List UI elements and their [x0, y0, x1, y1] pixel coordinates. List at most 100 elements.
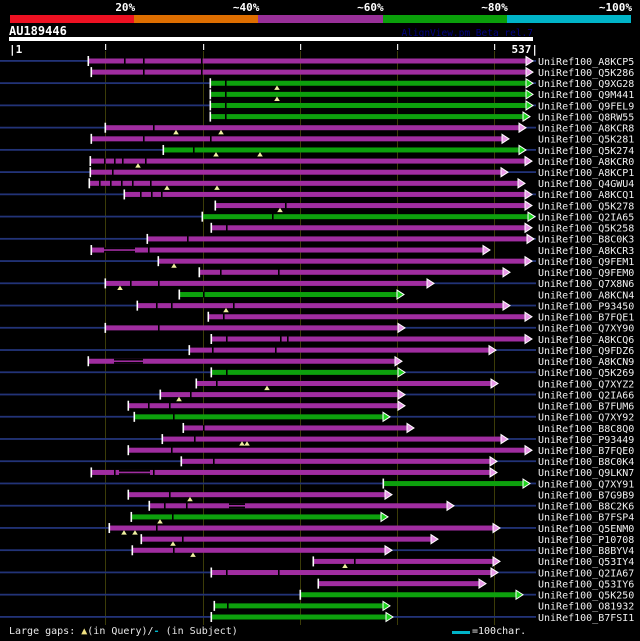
- alignment-bar[interactable]: [159, 258, 525, 264]
- hit-label[interactable]: UniRef100_A8KCR0: [538, 157, 634, 168]
- alignment-bar[interactable]: [215, 603, 383, 609]
- alignment-bar[interactable]: [384, 481, 523, 487]
- hit-label[interactable]: UniRef100_Q9FDZ6: [538, 346, 634, 357]
- hit-label[interactable]: UniRef100_Q9M441: [538, 90, 634, 101]
- alignment-bar[interactable]: [92, 469, 490, 475]
- hit-label[interactable]: UniRef100_A8KCQ1: [538, 190, 634, 201]
- alignment-bar[interactable]: [150, 503, 447, 509]
- hit-label[interactable]: UniRef100_Q5K286: [538, 68, 634, 79]
- alignment-bar[interactable]: [90, 180, 518, 186]
- alignment-bar[interactable]: [92, 69, 526, 75]
- alignment-bar[interactable]: [133, 547, 385, 553]
- hit-label[interactable]: UniRef100_Q5K278: [538, 201, 634, 212]
- alignment-bar[interactable]: [129, 492, 385, 498]
- hit-label[interactable]: UniRef100_P10708: [538, 535, 634, 546]
- alignment-bar[interactable]: [164, 147, 519, 153]
- alignment-bar[interactable]: [89, 358, 395, 364]
- hit-label[interactable]: UniRef100_B8C0K3: [538, 235, 634, 246]
- hit-label[interactable]: UniRef100_B7FSI1: [538, 613, 634, 624]
- hit-label[interactable]: UniRef100_Q7XY92: [538, 413, 634, 424]
- hit-label[interactable]: UniRef100_Q8RW55: [538, 112, 634, 123]
- alignment-bar[interactable]: [212, 570, 491, 576]
- hit-label[interactable]: UniRef100_A8KCN9: [538, 357, 634, 368]
- alignment-bar[interactable]: [92, 247, 483, 253]
- hit-label[interactable]: UniRef100_Q7XYZ2: [538, 379, 634, 390]
- hit-label[interactable]: UniRef100_B8C2K6: [538, 502, 634, 513]
- hit-label[interactable]: UniRef100_P93449: [538, 435, 634, 446]
- alignment-bar[interactable]: [129, 447, 525, 453]
- hit-label[interactable]: UniRef100_O81932: [538, 602, 634, 613]
- alignment-bar[interactable]: [91, 169, 501, 175]
- hit-label[interactable]: UniRef100_Q5K274: [538, 146, 634, 157]
- alignment-bar[interactable]: [184, 425, 407, 431]
- hit-label[interactable]: UniRef100_Q5K269: [538, 368, 634, 379]
- hit-label[interactable]: UniRef100_Q9XG28: [538, 79, 634, 90]
- hit-label[interactable]: UniRef100_A8KCR3: [538, 246, 634, 257]
- alignment-bar[interactable]: [200, 269, 503, 275]
- alignment-bar[interactable]: [129, 403, 398, 409]
- hit-label[interactable]: UniRef100_B7FUM6: [538, 402, 634, 413]
- alignment-bar[interactable]: [203, 214, 528, 220]
- hit-label[interactable]: UniRef100_Q9FEL9: [538, 101, 634, 112]
- alignment-bar[interactable]: [89, 58, 526, 64]
- hit-label[interactable]: UniRef100_B8BYV4: [538, 546, 634, 557]
- alignment-bar[interactable]: [212, 614, 386, 620]
- alignment-bar[interactable]: [92, 136, 502, 142]
- alignment-bar[interactable]: [209, 314, 525, 320]
- hit-label[interactable]: UniRef100_Q5K281: [538, 135, 634, 146]
- hit-label[interactable]: UniRef100_B7FQE1: [538, 313, 634, 324]
- alignment-bar[interactable]: [125, 191, 525, 197]
- alignment-bar[interactable]: [135, 414, 383, 420]
- hit-label[interactable]: UniRef100_Q2IA67: [538, 568, 634, 579]
- hit-label[interactable]: UniRef100_Q2IA66: [538, 390, 634, 401]
- hit-label[interactable]: UniRef100_A8KCP5: [538, 57, 634, 68]
- hit-label[interactable]: UniRef100_Q5K250: [538, 591, 634, 602]
- hit-label[interactable]: UniRef100_Q9LKN7: [538, 468, 634, 479]
- alignment-bar[interactable]: [212, 369, 398, 375]
- hit-label[interactable]: UniRef100_A8KCP1: [538, 168, 634, 179]
- alignment-bar[interactable]: [106, 325, 398, 331]
- alignment-bar[interactable]: [301, 592, 516, 598]
- alignment-bar[interactable]: [110, 525, 493, 531]
- alignment-bar[interactable]: [211, 102, 526, 108]
- hit-label[interactable]: UniRef100_Q2IA65: [538, 212, 634, 223]
- alignment-bar[interactable]: [314, 558, 493, 564]
- hit-label[interactable]: UniRef100_Q7X8N6: [538, 279, 634, 290]
- hit-label[interactable]: UniRef100_A8KCN4: [538, 290, 634, 301]
- hit-label[interactable]: UniRef100_Q5K258: [538, 224, 634, 235]
- alignment-bar[interactable]: [132, 514, 381, 520]
- alignment-bar[interactable]: [319, 581, 479, 587]
- hit-label[interactable]: UniRef100_A8KCQ6: [538, 335, 634, 346]
- hit-label[interactable]: UniRef100_Q7XY90: [538, 324, 634, 335]
- hit-label[interactable]: UniRef100_Q7XY91: [538, 479, 634, 490]
- alignment-bar[interactable]: [182, 458, 490, 464]
- alignment-bar[interactable]: [138, 303, 503, 309]
- alignment-bar[interactable]: [161, 392, 398, 398]
- alignment-bar[interactable]: [211, 114, 523, 120]
- alignment-bar[interactable]: [197, 380, 491, 386]
- hit-label[interactable]: UniRef100_B8C0K4: [538, 457, 634, 468]
- alignment-bar[interactable]: [148, 236, 527, 242]
- alignment-bar[interactable]: [216, 203, 525, 209]
- hit-label[interactable]: UniRef100_B7FQE0: [538, 446, 634, 457]
- hit-label[interactable]: UniRef100_Q4GWU4: [538, 179, 634, 190]
- hit-label[interactable]: UniRef100_Q53IY6: [538, 579, 634, 590]
- alignment-bar[interactable]: [211, 91, 526, 97]
- alignment-bar[interactable]: [180, 292, 397, 298]
- hit-label[interactable]: UniRef100_Q9FEM0: [538, 268, 634, 279]
- hit-label[interactable]: UniRef100_A8KCR8: [538, 124, 634, 135]
- hit-label[interactable]: UniRef100_Q53IY4: [538, 557, 634, 568]
- hit-label[interactable]: UniRef100_B8C8Q0: [538, 424, 634, 435]
- alignment-bar[interactable]: [212, 225, 525, 231]
- alignment-bar[interactable]: [163, 436, 501, 442]
- alignment-bar[interactable]: [91, 158, 525, 164]
- alignment-bar[interactable]: [212, 336, 525, 342]
- hit-label[interactable]: UniRef100_B7FSP4: [538, 513, 634, 524]
- alignment-bar[interactable]: [211, 80, 526, 86]
- alignment-bar[interactable]: [106, 125, 519, 131]
- alignment-bar[interactable]: [142, 536, 431, 542]
- hit-label[interactable]: UniRef100_Q9FEM1: [538, 257, 634, 268]
- hit-label[interactable]: UniRef100_P93450: [538, 301, 634, 312]
- alignment-bar[interactable]: [106, 280, 427, 286]
- alignment-bar[interactable]: [190, 347, 489, 353]
